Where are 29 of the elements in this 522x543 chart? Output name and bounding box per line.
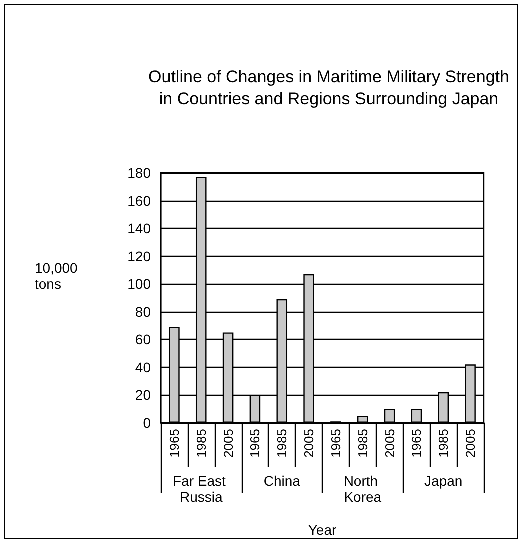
y-axis-title: 10,000 tons: [35, 260, 82, 292]
text: China: [264, 473, 301, 489]
x-tick-label: 1965: [166, 429, 182, 458]
x-axis-title: Year: [308, 522, 337, 538]
x-tick-label: 1965: [328, 429, 344, 458]
x-tick-label: 2005: [382, 429, 398, 458]
y-tick-label: 140: [128, 220, 152, 237]
y-tick-label: 160: [128, 192, 152, 209]
x-tick-label: 1985: [355, 429, 370, 458]
text: Japan: [424, 473, 463, 489]
y-tick-label: 40: [135, 359, 152, 376]
text: North Korea: [344, 473, 382, 505]
y-tick-label: 20: [135, 387, 152, 404]
x-tick-label: 2005: [302, 429, 317, 458]
x-tick-label: 1965: [409, 429, 424, 458]
x-tick-label: 1965: [248, 429, 263, 458]
y-tick-label: 180: [128, 165, 152, 181]
x-tick-label: 2005: [220, 429, 236, 458]
x-tick-label: 1985: [274, 429, 290, 458]
y-tick-label: 120: [128, 248, 152, 264]
x-tick-label: 1985: [194, 429, 209, 458]
y-tick-label: 60: [135, 332, 152, 348]
y-tick-label: 100: [128, 276, 152, 292]
x-tick-label: 2005: [463, 429, 478, 458]
chart-title: Outline of Changes in Maritime Military Strength in Countries and Regions Surrounding Japan: [148, 68, 510, 108]
text: Far East Russia: [172, 473, 230, 505]
y-tick-label: 0: [143, 415, 152, 431]
y-tick-label: 80: [135, 304, 152, 320]
x-tick-label: 1985: [436, 429, 452, 458]
